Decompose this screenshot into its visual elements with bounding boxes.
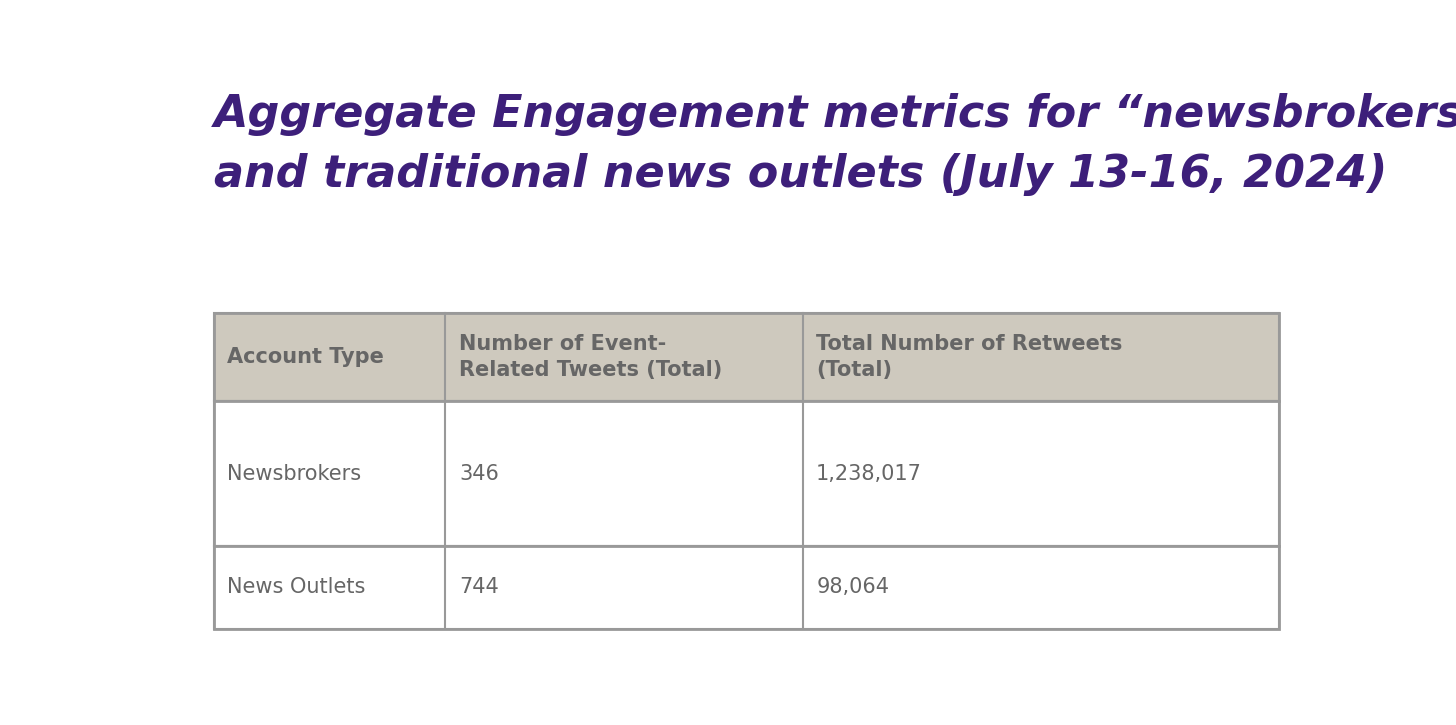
Text: 744: 744: [459, 578, 499, 597]
Text: 1,238,017: 1,238,017: [817, 464, 922, 484]
Text: Newsbrokers: Newsbrokers: [227, 464, 361, 484]
FancyBboxPatch shape: [214, 547, 1278, 629]
Text: Aggregate Engagement metrics for “newsbrokers”
and traditional news outlets (Jul: Aggregate Engagement metrics for “newsbr…: [214, 93, 1456, 196]
Text: 346: 346: [459, 464, 499, 484]
Text: Account Type: Account Type: [227, 347, 384, 368]
FancyBboxPatch shape: [214, 313, 1278, 402]
Text: News Outlets: News Outlets: [227, 578, 365, 597]
Text: Number of Event-
Related Tweets (Total): Number of Event- Related Tweets (Total): [459, 334, 722, 381]
Text: Total Number of Retweets
(Total): Total Number of Retweets (Total): [817, 334, 1123, 381]
Text: 98,064: 98,064: [817, 578, 890, 597]
FancyBboxPatch shape: [214, 402, 1278, 547]
